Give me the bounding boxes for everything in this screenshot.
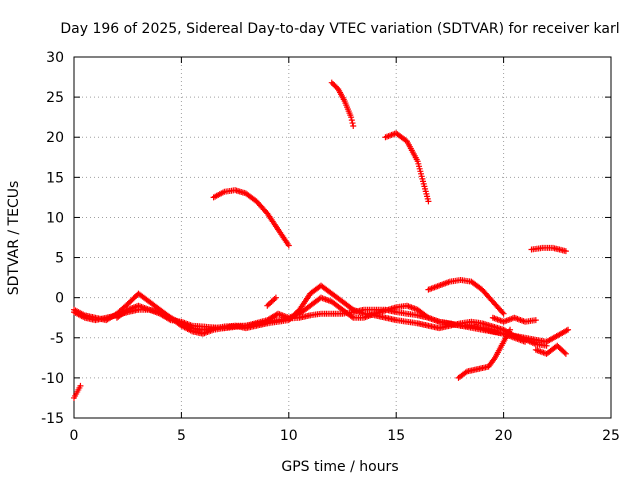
x-tick-label: 15 <box>387 428 405 444</box>
series-arc-l <box>489 314 539 325</box>
chart-title: Day 196 of 2025, Sidereal Day-to-day VTE… <box>60 21 619 37</box>
y-axis-label: SDTVAR / TECUs <box>6 181 22 296</box>
series-arc-e <box>264 294 279 309</box>
series-arc-k <box>455 326 514 381</box>
series-arc-g <box>328 79 357 129</box>
y-tick-label: 10 <box>46 210 64 226</box>
data-point <box>285 242 292 249</box>
y-tick-label: 0 <box>55 291 64 307</box>
x-tick-label: 25 <box>602 428 620 444</box>
y-tick-label: 25 <box>46 90 64 106</box>
grid-lines <box>74 57 611 418</box>
data-point <box>565 326 572 333</box>
series-arc-a <box>71 382 84 401</box>
data-point <box>166 316 173 323</box>
y-tick-label: -15 <box>41 411 64 427</box>
data-point <box>561 349 568 356</box>
y-tick-label: 30 <box>46 50 64 66</box>
x-tick-label: 10 <box>280 428 298 444</box>
data-point <box>532 317 539 324</box>
y-tick-label: -10 <box>41 371 64 387</box>
series-arc-j <box>528 244 569 255</box>
data-point <box>348 117 355 124</box>
data-point <box>348 313 355 320</box>
series-arc-i <box>425 277 507 317</box>
y-tick-label: 5 <box>55 251 64 267</box>
series-arc-f <box>210 187 292 249</box>
x-tick-label: 5 <box>177 428 186 444</box>
y-tick-label: 15 <box>46 170 64 186</box>
data-series <box>71 79 572 401</box>
data-point <box>77 382 84 389</box>
data-point <box>500 310 507 317</box>
data-point <box>499 309 506 316</box>
data-point <box>272 294 279 301</box>
y-tick-label: -5 <box>50 331 64 347</box>
data-point <box>350 122 357 129</box>
data-point <box>348 114 355 121</box>
data-point <box>349 120 356 127</box>
series-arc-h <box>382 130 432 205</box>
data-point <box>562 350 569 357</box>
x-tick-label: 20 <box>495 428 513 444</box>
x-axis-label: GPS time / hours <box>281 459 398 475</box>
axis-ticks: 0 5 10 15 20 25 -15 -10 -5 0 5 10 15 20 25 30 <box>41 50 620 444</box>
series-arc-m <box>532 342 569 357</box>
data-point <box>562 248 569 255</box>
series-arc-d <box>113 294 572 345</box>
plot-frame <box>73 56 612 419</box>
data-point <box>507 326 514 333</box>
data-point <box>333 84 340 91</box>
y-tick-label: 20 <box>46 130 64 146</box>
x-tick-label: 0 <box>70 428 79 444</box>
data-point <box>425 198 432 205</box>
